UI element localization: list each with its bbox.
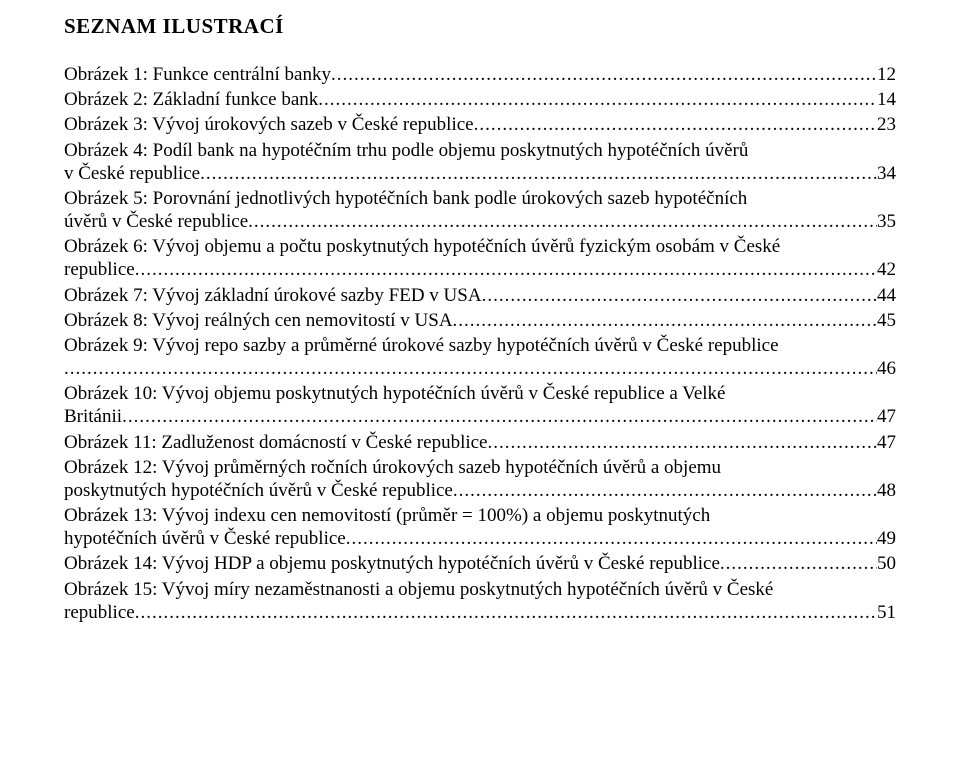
toc-entry: Obrázek 14: Vývoj HDP a objemu poskytnut… [64, 552, 896, 575]
toc-entry: Obrázek 1: Funkce centrální banky ......… [64, 63, 896, 86]
toc-entry-lastline: úvěrů v České republice ................… [64, 210, 896, 233]
toc-entry-label: republice [64, 258, 135, 281]
toc-entry-lastline: republice ..............................… [64, 601, 896, 624]
toc-entries: Obrázek 1: Funkce centrální banky ......… [64, 63, 896, 624]
toc-entry-label: hypotéčních úvěrů v České republice [64, 527, 346, 550]
toc-entry-page: 47 [877, 431, 896, 454]
toc-entry-label: Obrázek 15: Vývoj míry nezaměstnanosti a… [64, 578, 896, 601]
toc-entry-lastline: Obrázek 8: Vývoj reálných cen nemovitost… [64, 309, 896, 332]
toc-entry-label: Obrázek 11: Zadluženost domácností v Čes… [64, 431, 488, 454]
toc-dot-leader: ........................................… [346, 527, 877, 550]
toc-entry: Obrázek 5: Porovnání jednotlivých hypoté… [64, 187, 896, 233]
toc-entry-lastline: v České republice ......................… [64, 162, 896, 185]
toc-dot-leader: ........................................… [474, 113, 877, 136]
toc-dot-leader: ........................................… [200, 162, 877, 185]
toc-entry-label: v České republice [64, 162, 200, 185]
toc-dot-leader: ........................................… [64, 357, 877, 380]
page: SEZNAM ILUSTRACÍ Obrázek 1: Funkce centr… [0, 0, 960, 624]
toc-entry-label: poskytnutých hypotéčních úvěrů v České r… [64, 479, 453, 502]
toc-entry-label: Obrázek 12: Vývoj průměrných ročních úro… [64, 456, 896, 479]
toc-entry: Obrázek 10: Vývoj objemu poskytnutých hy… [64, 382, 896, 428]
toc-dot-leader: ........................................… [331, 63, 877, 86]
toc-entry-page: 50 [877, 552, 896, 575]
toc-entry: Obrázek 7: Vývoj základní úrokové sazby … [64, 284, 896, 307]
toc-entry-label: republice [64, 601, 135, 624]
toc-entry-label: Obrázek 13: Vývoj indexu cen nemovitostí… [64, 504, 896, 527]
list-of-illustrations-heading: SEZNAM ILUSTRACÍ [64, 14, 896, 39]
toc-entry-label: Obrázek 8: Vývoj reálných cen nemovitost… [64, 309, 453, 332]
toc-dot-leader: ........................................… [248, 210, 877, 233]
toc-entry-label: Obrázek 10: Vývoj objemu poskytnutých hy… [64, 382, 896, 405]
toc-entry: Obrázek 4: Podíl bank na hypotéčním trhu… [64, 139, 896, 185]
toc-entry-label: Obrázek 3: Vývoj úrokových sazeb v České… [64, 113, 474, 136]
toc-entry-page: 49 [877, 527, 896, 550]
toc-entry-page: 48 [877, 479, 896, 502]
toc-dot-leader: ........................................… [720, 552, 877, 575]
toc-entry: Obrázek 11: Zadluženost domácností v Čes… [64, 431, 896, 454]
toc-entry-label: Obrázek 6: Vývoj objemu a počtu poskytnu… [64, 235, 896, 258]
toc-dot-leader: ........................................… [318, 88, 877, 111]
toc-entry-label: Obrázek 1: Funkce centrální banky [64, 63, 331, 86]
toc-entry: Obrázek 15: Vývoj míry nezaměstnanosti a… [64, 578, 896, 624]
toc-entry-page: 14 [877, 88, 896, 111]
toc-entry-lastline: Británii ...............................… [64, 405, 896, 428]
toc-entry: Obrázek 13: Vývoj indexu cen nemovitostí… [64, 504, 896, 550]
toc-dot-leader: ........................................… [482, 284, 877, 307]
toc-dot-leader: ........................................… [135, 258, 877, 281]
toc-entry-lastline: Obrázek 2: Základní funkce bank ........… [64, 88, 896, 111]
toc-entry-label: Británii [64, 405, 122, 428]
toc-dot-leader: ........................................… [453, 309, 877, 332]
toc-entry-lastline: ........................................… [64, 357, 896, 380]
toc-entry-label: Obrázek 4: Podíl bank na hypotéčním trhu… [64, 139, 896, 162]
toc-entry: Obrázek 3: Vývoj úrokových sazeb v České… [64, 113, 896, 136]
toc-entry-label: Obrázek 2: Základní funkce bank [64, 88, 318, 111]
toc-entry: Obrázek 8: Vývoj reálných cen nemovitost… [64, 309, 896, 332]
toc-entry-lastline: Obrázek 3: Vývoj úrokových sazeb v České… [64, 113, 896, 136]
toc-entry-lastline: Obrázek 14: Vývoj HDP a objemu poskytnut… [64, 552, 896, 575]
toc-entry-page: 42 [877, 258, 896, 281]
toc-entry-page: 12 [877, 63, 896, 86]
toc-entry-lastline: Obrázek 7: Vývoj základní úrokové sazby … [64, 284, 896, 307]
toc-entry-label: Obrázek 14: Vývoj HDP a objemu poskytnut… [64, 552, 720, 575]
toc-entry-page: 51 [877, 601, 896, 624]
toc-entry-page: 44 [877, 284, 896, 307]
toc-dot-leader: ........................................… [453, 479, 877, 502]
toc-entry-label: úvěrů v České republice [64, 210, 248, 233]
toc-entry-lastline: Obrázek 11: Zadluženost domácností v Čes… [64, 431, 896, 454]
toc-entry-page: 34 [877, 162, 896, 185]
toc-entry: Obrázek 9: Vývoj repo sazby a průměrné ú… [64, 334, 896, 380]
toc-entry: Obrázek 6: Vývoj objemu a počtu poskytnu… [64, 235, 896, 281]
toc-dot-leader: ........................................… [135, 601, 877, 624]
toc-entry-page: 46 [877, 357, 896, 380]
toc-entry-page: 47 [877, 405, 896, 428]
toc-entry-label: Obrázek 9: Vývoj repo sazby a průměrné ú… [64, 334, 896, 357]
toc-entry-label: Obrázek 7: Vývoj základní úrokové sazby … [64, 284, 482, 307]
toc-entry-page: 35 [877, 210, 896, 233]
toc-entry: Obrázek 2: Základní funkce bank ........… [64, 88, 896, 111]
toc-dot-leader: ........................................… [122, 405, 877, 428]
toc-dot-leader: ........................................… [488, 431, 878, 454]
toc-entry: Obrázek 12: Vývoj průměrných ročních úro… [64, 456, 896, 502]
toc-entry-lastline: Obrázek 1: Funkce centrální banky ......… [64, 63, 896, 86]
toc-entry-page: 23 [877, 113, 896, 136]
toc-entry-lastline: hypotéčních úvěrů v České republice ....… [64, 527, 896, 550]
toc-entry-lastline: poskytnutých hypotéčních úvěrů v České r… [64, 479, 896, 502]
toc-entry-page: 45 [877, 309, 896, 332]
toc-entry-lastline: republice ..............................… [64, 258, 896, 281]
toc-entry-label: Obrázek 5: Porovnání jednotlivých hypoté… [64, 187, 896, 210]
